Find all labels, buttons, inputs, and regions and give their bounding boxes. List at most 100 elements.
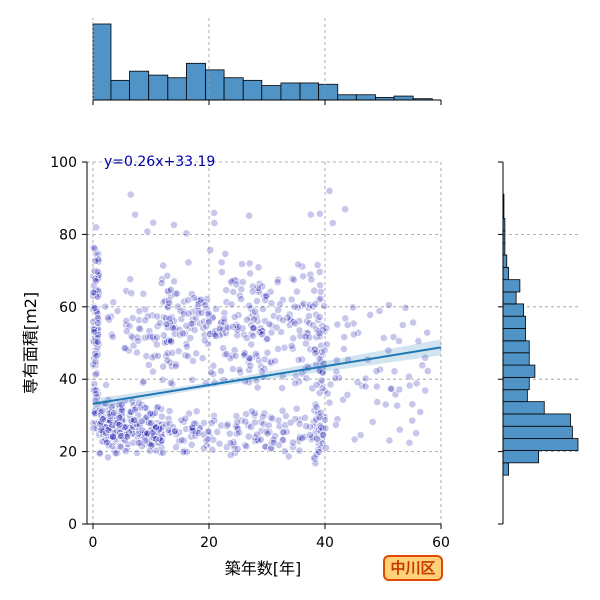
- scatter-point: [349, 303, 357, 312]
- scatter-point: [192, 349, 201, 358]
- scatter-point: [195, 424, 204, 432]
- scatter-point: [229, 438, 238, 446]
- scatter-point: [317, 376, 326, 385]
- x-tick-label: 40: [316, 535, 334, 551]
- scatter-point: [98, 406, 107, 415]
- scatter-point: [312, 450, 321, 459]
- scatter-point: [159, 261, 168, 270]
- scatter-point: [349, 319, 358, 328]
- scatter-point: [275, 422, 284, 431]
- scatter-point: [247, 340, 256, 349]
- marginal-y-histogram: [498, 161, 579, 525]
- scatter-point: [368, 418, 377, 426]
- marginal-x-bar: [148, 74, 169, 101]
- scatter-point: [91, 408, 99, 417]
- scatter-point: [280, 447, 289, 456]
- scatter-point: [263, 348, 272, 357]
- scatter-point: [108, 442, 117, 450]
- scatter-point: [93, 267, 102, 276]
- scatter-point: [253, 383, 262, 392]
- scatter-point: [323, 389, 332, 398]
- scatter-point: [312, 403, 321, 411]
- scatter-point: [238, 278, 247, 286]
- scatter-point: [294, 355, 303, 364]
- scatter-point: [217, 258, 226, 267]
- scatter-point: [246, 361, 255, 370]
- scatter-point: [318, 384, 327, 393]
- scatter-point: [92, 386, 101, 394]
- scatter-point: [279, 316, 288, 325]
- scatter-point: [111, 449, 120, 458]
- scatter-point: [115, 414, 124, 422]
- scatter-point: [122, 327, 131, 336]
- scatter-point: [245, 259, 254, 268]
- scatter-point: [197, 308, 206, 317]
- scatter-point: [257, 367, 266, 376]
- scatter-point: [284, 452, 293, 461]
- scatter-point: [310, 286, 319, 295]
- scatter-point: [126, 275, 135, 284]
- scatter-point: [250, 418, 259, 427]
- scatter-point: [312, 380, 321, 389]
- scatter-point: [223, 420, 232, 429]
- scatter-point: [136, 439, 145, 447]
- scatter-point: [91, 370, 100, 379]
- scatter-point: [182, 321, 191, 330]
- scatter-point: [90, 328, 98, 336]
- scatter-point: [311, 300, 320, 308]
- scatter-point: [183, 352, 192, 360]
- scatter-point: [225, 429, 234, 438]
- scatter-point: [316, 294, 325, 303]
- scatter-point: [134, 336, 142, 345]
- scatter-point: [134, 438, 143, 447]
- scatter-point: [356, 431, 365, 439]
- scatter-point: [306, 270, 315, 279]
- scatter-point: [122, 344, 130, 353]
- scatter-point: [263, 429, 272, 438]
- scatter-point: [182, 339, 191, 348]
- scatter-point: [204, 309, 213, 318]
- scatter-point: [109, 298, 118, 307]
- scatter-point: [153, 322, 162, 331]
- scatter-point: [287, 341, 296, 350]
- x-tick-label: 0: [89, 535, 98, 551]
- scatter-point: [209, 435, 218, 444]
- scatter-point: [279, 428, 288, 437]
- scatter-point: [245, 211, 253, 220]
- scatter-point: [253, 297, 261, 305]
- scatter-point: [295, 326, 304, 335]
- scatter-point: [170, 426, 179, 435]
- scatter-point: [144, 361, 153, 369]
- scatter-point: [117, 400, 126, 409]
- scatter-point: [177, 416, 186, 425]
- scatter-point: [295, 446, 304, 455]
- scatter-point: [264, 421, 273, 430]
- scatter-point: [203, 294, 211, 303]
- scatter-point: [350, 435, 359, 444]
- scatter-point: [247, 423, 255, 431]
- scatter-point: [398, 321, 407, 329]
- scatter-point: [215, 439, 224, 448]
- scatter-point: [217, 268, 226, 276]
- scatter-point: [177, 315, 186, 323]
- y-tick-label: 0: [68, 517, 77, 533]
- scatter-point: [401, 303, 410, 312]
- scatter-point: [230, 346, 239, 355]
- scatter-point: [159, 331, 168, 340]
- scatter-point: [322, 324, 331, 332]
- scatter-point: [237, 285, 246, 294]
- marginal-y-bar: [502, 328, 526, 342]
- scatter-point: [395, 385, 404, 394]
- scatter-point: [280, 343, 289, 352]
- scatter-point: [101, 302, 110, 311]
- marginal-y-bar: [502, 462, 510, 476]
- marginal-y-bar: [502, 450, 540, 464]
- scatter-point: [162, 337, 171, 346]
- scatter-point: [254, 263, 263, 272]
- marginal-y-bar: [502, 303, 525, 317]
- scatter-point: [127, 332, 136, 341]
- scatter-point: [94, 319, 103, 328]
- scatter-point: [349, 330, 358, 339]
- scatter-point: [133, 448, 141, 457]
